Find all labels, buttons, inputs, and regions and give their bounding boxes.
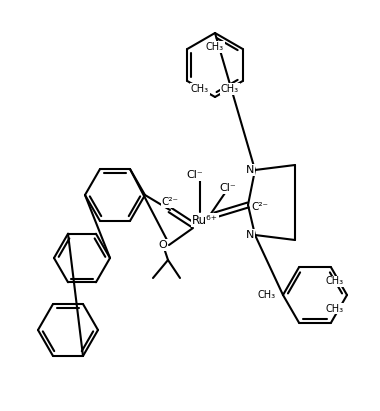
Text: Cl⁻: Cl⁻	[187, 170, 203, 180]
Text: O: O	[158, 240, 167, 250]
Text: CH₃: CH₃	[326, 276, 344, 286]
Text: Cl⁻: Cl⁻	[220, 183, 236, 193]
Text: CH₃: CH₃	[326, 304, 344, 314]
Text: CH₃: CH₃	[191, 84, 209, 94]
Text: N: N	[246, 165, 254, 175]
Text: N: N	[246, 230, 254, 240]
Text: CH₃: CH₃	[258, 290, 276, 300]
Text: CH₃: CH₃	[221, 84, 239, 94]
Text: CH₃: CH₃	[206, 42, 224, 52]
Text: C²⁻: C²⁻	[252, 202, 269, 212]
Text: Ru⁶⁺: Ru⁶⁺	[192, 213, 218, 226]
Text: C²⁻: C²⁻	[162, 197, 179, 207]
